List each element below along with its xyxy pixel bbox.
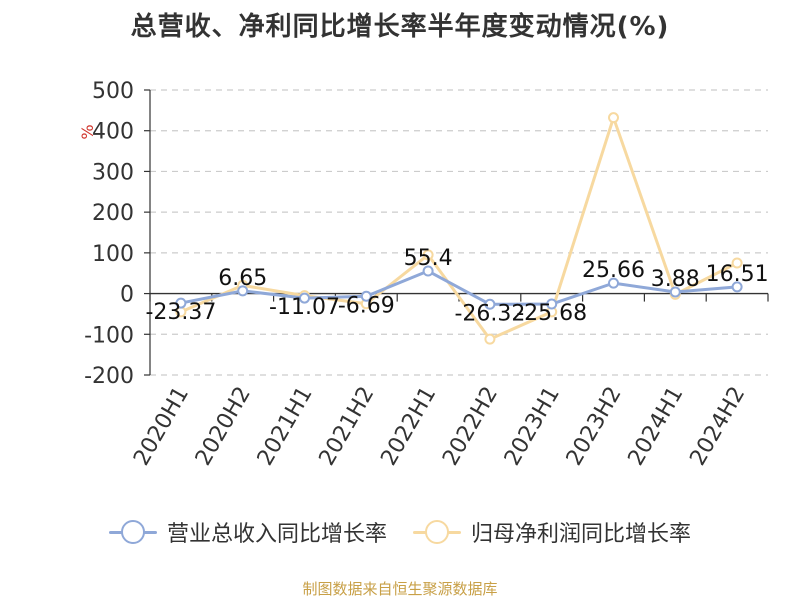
source-note: 制图数据来自恒生聚源数据库: [302, 580, 498, 598]
y-tick-label-0: 500: [92, 79, 134, 104]
x-tick-label-8: 2024H1: [624, 383, 689, 470]
series-1-point-9: [731, 257, 743, 269]
x-tick-label-2: 2021H1: [253, 383, 318, 470]
legend-item-net-profit[interactable]: 归母净利润同比增长率: [413, 516, 691, 548]
x-tick-label-4: 2022H1: [376, 382, 441, 469]
legend-label-revenue: 营业总收入同比增长率: [166, 522, 387, 547]
data-label-4: 55.4: [404, 246, 453, 271]
y-tick-label-1: 400: [92, 120, 134, 145]
x-tick-labels: 2020H12020H22021H12021H22022H12022H22023…: [129, 382, 750, 469]
data-label-1: 6.65: [218, 266, 267, 291]
y-axis-label: %: [78, 124, 97, 139]
series-0-point-6: [546, 298, 558, 310]
data-labels: -23.376.65-11.07-6.69 55.4 -26.32-25.68 25.…: [145, 246, 768, 326]
y-tick-label-4: 100: [92, 242, 134, 267]
series-lines: [175, 112, 743, 345]
series-0-point-4: [422, 265, 434, 277]
series-1-point-7: [608, 112, 619, 124]
series-1-point-5: [484, 333, 496, 345]
legend-swatch-revenue: [108, 520, 157, 544]
x-tick-label-0: 2020H1: [129, 383, 194, 470]
data-label-5: -26.32: [454, 301, 525, 326]
x-tick-label-7: 2023H2: [562, 383, 627, 470]
y-tick-label-6: -100: [84, 323, 134, 348]
x-tick-label-3: 2021H2: [315, 383, 380, 470]
data-label-6: -25.68: [516, 301, 587, 326]
chart-legend: 营业总收入同比增长率 归母净利润同比增长率: [0, 516, 800, 548]
grid-lines: [150, 89, 768, 376]
series-0-point-9: [731, 281, 743, 293]
x-tick-label-9: 2024H2: [685, 383, 750, 470]
series-0-point-5: [484, 298, 496, 310]
series-0-point-7: [608, 277, 619, 289]
x-tick-label-1: 2020H2: [191, 383, 256, 470]
series-0-point-3: [360, 290, 372, 302]
legend-label-net-profit: 归母净利润同比增长率: [471, 522, 692, 547]
legend-swatch-net-profit: [413, 520, 461, 544]
series-0-point-0: [175, 297, 187, 309]
series-line-1: [179, 116, 739, 341]
x-tick-label-5: 2022H2: [438, 383, 503, 470]
series-0-point-8: [669, 286, 681, 298]
data-label-7: 25.66: [582, 258, 645, 283]
data-label-3: -6.69: [338, 293, 395, 318]
legend-item-revenue[interactable]: 营业总收入同比增长率: [108, 516, 387, 548]
data-label-8: 3.88: [651, 267, 700, 292]
series-line-0: [179, 269, 739, 306]
y-tick-label-7: -200: [84, 364, 134, 389]
x-tick-label-6: 2023H1: [500, 383, 565, 470]
y-tick-label-2: 300: [92, 160, 134, 185]
data-label-0: -23.37: [145, 300, 216, 325]
y-tick-labels: 500 400 300 200 100 0 -100 -200: [84, 79, 134, 389]
series-0-point-2: [299, 292, 310, 304]
chart-title: 总营收、净利同比增长率半年度变动情况(%): [130, 12, 670, 42]
y-tick-label-3: 200: [92, 201, 134, 226]
series-1-point-4: [422, 249, 434, 261]
data-label-9: 16.51: [706, 262, 769, 287]
series-0-point-1: [237, 285, 249, 297]
axes: [144, 89, 769, 376]
y-tick-label-5: 0: [120, 283, 134, 308]
data-label-2: -11.07: [269, 295, 340, 320]
